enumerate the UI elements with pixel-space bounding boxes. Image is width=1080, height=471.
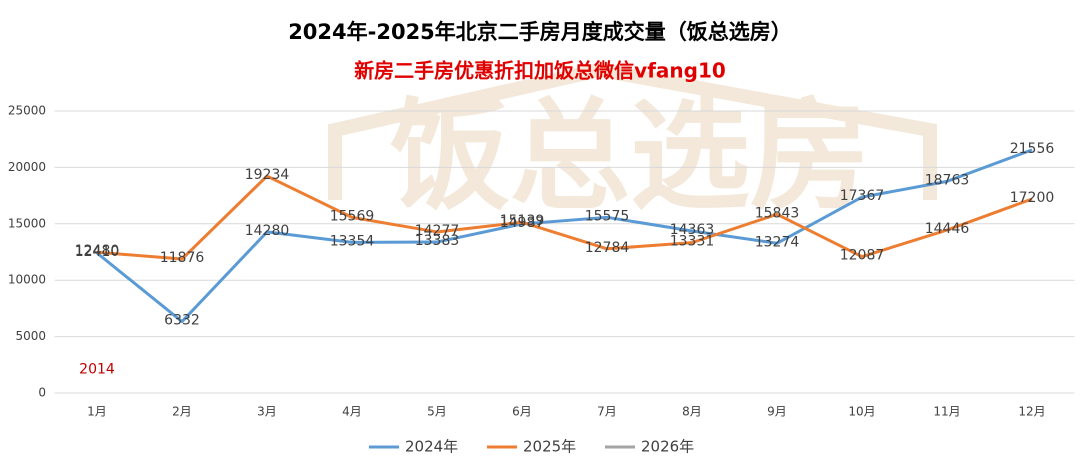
- data-label: 17367: [840, 188, 885, 204]
- legend-label: 2025年: [523, 438, 576, 456]
- data-label: 21556: [1010, 141, 1055, 157]
- data-label: 12410: [75, 244, 120, 260]
- data-label: 15139: [500, 213, 545, 229]
- y-tick-label: 0: [38, 386, 46, 400]
- data-label: 2014: [79, 361, 115, 377]
- data-label: 12784: [585, 240, 630, 256]
- data-label: 13274: [755, 234, 800, 250]
- data-label: 14277: [415, 223, 460, 239]
- x-tick-label: 7月: [597, 405, 617, 419]
- x-tick-label: 4月: [342, 405, 362, 419]
- data-label: 18763: [925, 172, 970, 188]
- data-label: 12087: [840, 248, 885, 264]
- data-label: 14446: [925, 221, 970, 237]
- chart-subtitle: 新房二手房优惠折扣加饭总微信vfang10: [354, 59, 726, 83]
- x-tick-label: 12月: [1018, 405, 1045, 419]
- series-line: [96, 148, 1033, 324]
- y-tick-label: 5000: [15, 329, 46, 343]
- chart-title: 2024年-2025年北京二手房月度成交量（饭总选房）: [288, 20, 792, 44]
- x-tick-label: 3月: [257, 405, 277, 419]
- y-tick-label: 20000: [8, 160, 46, 174]
- legend-label: 2024年: [405, 438, 458, 456]
- data-label: 13331: [670, 234, 715, 250]
- legend-label: 2026年: [641, 438, 694, 456]
- data-label: 6332: [164, 313, 200, 329]
- data-label: 14987: [500, 215, 545, 231]
- y-tick-label: 10000: [8, 273, 46, 287]
- series-line: [96, 174, 1033, 261]
- y-tick-label: 15000: [8, 216, 46, 230]
- x-tick-label: 10月: [848, 405, 875, 419]
- x-tick-label: 5月: [427, 405, 447, 419]
- data-label: 13354: [330, 233, 375, 249]
- data-label: 15569: [330, 208, 375, 224]
- x-tick-label: 9月: [767, 405, 787, 419]
- watermark-house: [328, 62, 937, 200]
- data-label: 12480: [75, 243, 120, 259]
- data-label: 19234: [245, 167, 290, 183]
- data-label: 14280: [245, 223, 290, 239]
- y-tick-label: 25000: [8, 104, 46, 118]
- x-tick-label: 11月: [933, 405, 960, 419]
- data-label: 15575: [585, 208, 630, 224]
- x-tick-label: 6月: [512, 405, 532, 419]
- x-tick-label: 1月: [87, 405, 107, 419]
- data-label: 14363: [670, 222, 715, 238]
- x-tick-label: 8月: [682, 405, 702, 419]
- data-label: 17200: [1010, 190, 1055, 206]
- data-label: 13383: [415, 233, 460, 249]
- x-tick-label: 2月: [172, 405, 192, 419]
- data-label: 11876: [160, 250, 205, 266]
- data-label: 15843: [755, 205, 800, 221]
